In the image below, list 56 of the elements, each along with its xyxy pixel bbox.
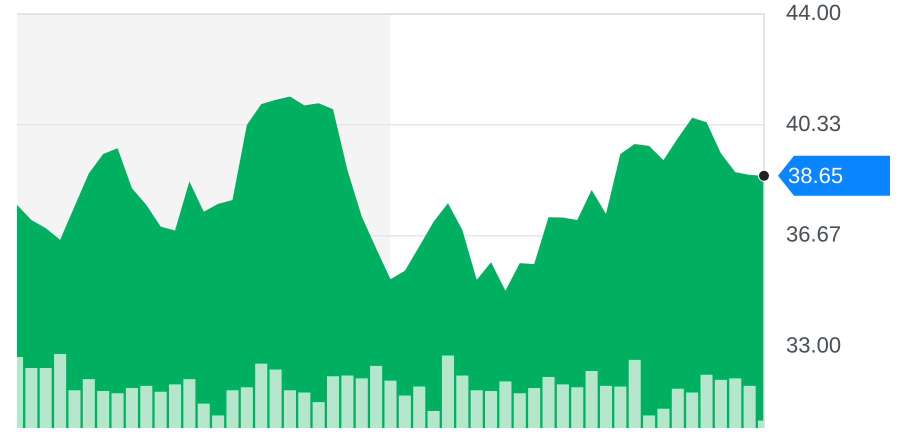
bar [284, 390, 296, 428]
bar [370, 366, 382, 428]
bar [82, 379, 95, 428]
bar [140, 386, 152, 428]
y-tick-label: 44.00 [786, 0, 842, 26]
bar [240, 387, 253, 428]
bar [571, 387, 584, 428]
bar [470, 390, 483, 428]
y-tick-label: 36.67 [786, 222, 842, 247]
bar [40, 368, 52, 428]
bar [270, 370, 282, 428]
bar [226, 390, 239, 428]
bar [614, 386, 626, 428]
bar [312, 402, 325, 428]
bar [628, 360, 641, 428]
bar [499, 381, 512, 428]
bar [442, 355, 454, 428]
data-label: 38.65 [788, 162, 844, 188]
bar [25, 368, 38, 428]
bar [428, 410, 440, 428]
bar [255, 364, 268, 428]
bar [700, 374, 713, 428]
bar [744, 386, 756, 428]
y-tick-label: 40.33 [786, 111, 842, 136]
bar [672, 388, 684, 428]
bar [384, 380, 397, 428]
bar [542, 376, 555, 428]
bar [97, 391, 110, 428]
bar [112, 393, 124, 428]
bar [356, 378, 368, 428]
bar [657, 408, 670, 428]
bar [514, 393, 526, 428]
bar [528, 388, 540, 428]
bar [643, 415, 656, 428]
bar [212, 415, 224, 428]
bar [168, 384, 182, 428]
bar [154, 392, 167, 428]
bar [398, 395, 411, 428]
bar [556, 384, 569, 428]
bar [686, 392, 698, 428]
bar [298, 392, 310, 428]
bar [586, 371, 598, 428]
bar [327, 376, 340, 428]
bar [341, 375, 354, 428]
bar [54, 354, 66, 428]
bar [413, 386, 426, 428]
bar [729, 378, 742, 428]
bar [68, 390, 80, 428]
bar [126, 388, 138, 428]
bar [198, 404, 210, 428]
bar [714, 380, 727, 428]
bar [600, 386, 612, 428]
bar [485, 391, 498, 428]
bar [456, 375, 468, 428]
y-tick-label: 33.00 [786, 332, 842, 358]
bar [183, 379, 196, 428]
